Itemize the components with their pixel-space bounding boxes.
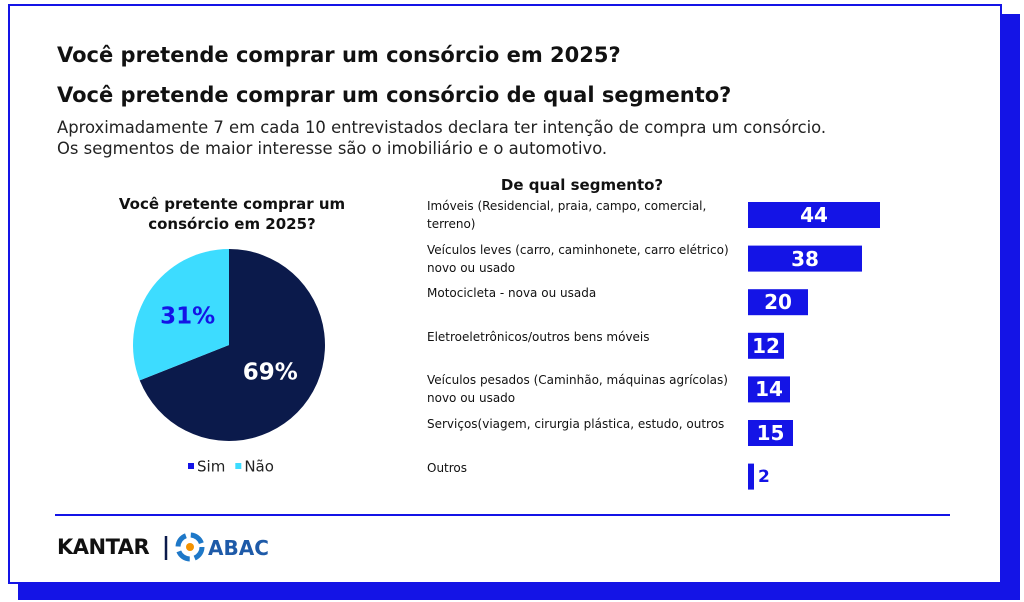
bar [748, 376, 790, 403]
bar [748, 420, 793, 446]
value-label: 2 [758, 466, 770, 487]
category-label: Motocicleta - nova ou usada [427, 286, 597, 301]
category-label: Imóveis (Residencial, praia, campo, come… [427, 199, 707, 231]
brand-logo: KANTAR [57, 535, 150, 559]
value-label: 12 [752, 333, 780, 358]
bar [748, 245, 862, 272]
legend-label: Sim [197, 458, 225, 476]
pie-slice [132, 249, 229, 381]
category-label: Veículos leves (carro, caminhonete, carr… [427, 242, 729, 275]
legend-swatch [188, 463, 194, 469]
value-label: 15 [756, 421, 785, 445]
slice-label: 31% [160, 303, 215, 329]
category-label: Eletroeletrônicos/outros bens móveis [427, 329, 650, 344]
category-label: Veículos pesados (Caminhão, máquinas agr… [427, 373, 728, 406]
bar [748, 289, 808, 316]
slice-label: 69% [243, 360, 298, 386]
value-label: 44 [800, 203, 828, 227]
bar [748, 463, 754, 490]
bar [748, 332, 784, 359]
bar [748, 202, 880, 228]
pie-title: Você pretente comprar um consórcio em 20… [118, 195, 346, 233]
subtitle: Você pretende comprar um consórcio de qu… [57, 83, 732, 107]
category-label: Outros [427, 460, 468, 475]
text-line: Aproximadamente 7 em cada 10 entrevistad… [57, 118, 827, 137]
legend-label: Não [244, 458, 274, 476]
partner-logo: ABAC [208, 536, 269, 560]
value-label: 20 [764, 290, 792, 315]
bar-title: De qual segmento? [500, 176, 664, 194]
title: Você pretende comprar um consórcio em 20… [57, 43, 621, 67]
text-line: Os segmentos de maior interesse são o im… [57, 139, 608, 158]
legend-swatch [235, 463, 242, 469]
value-label: 38 [791, 246, 819, 271]
abac-icon [175, 532, 205, 562]
pie-slice [139, 249, 325, 442]
value-label: 14 [755, 377, 783, 402]
category-label: Serviços(viagem, cirurgia plástica, estu… [427, 417, 725, 431]
